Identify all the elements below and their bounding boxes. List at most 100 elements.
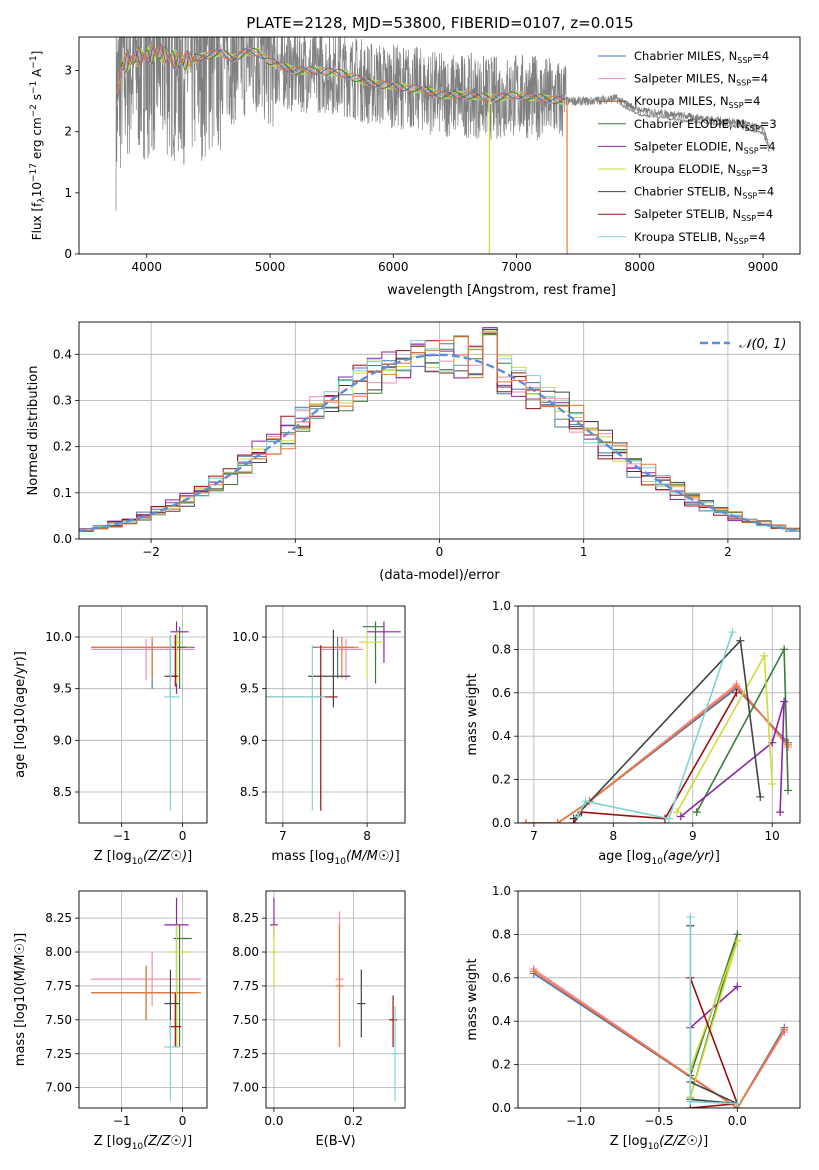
weight-marker — [521, 819, 530, 823]
weight-marker — [733, 1099, 742, 1108]
axes-frame — [265, 890, 406, 1109]
weight-marker — [686, 1097, 695, 1106]
x-tick-label: 8 — [363, 829, 371, 843]
x-tick-label: 0 — [179, 1114, 187, 1128]
histogram-kroupa_miles — [79, 332, 800, 532]
axes-frame — [78, 890, 208, 1109]
y-tick-label: 7.00 — [45, 1081, 72, 1095]
residuals-plot-area — [79, 327, 800, 533]
y-tick-label: 7.50 — [45, 1013, 72, 1027]
y-tick-label: 0.4 — [492, 729, 511, 743]
weight-marker — [732, 688, 741, 697]
legend-label: Chabrier STELIB, NSSP=4 — [634, 185, 774, 201]
legend-label: Salpeter MILES, NSSP=4 — [634, 72, 768, 88]
normal-curve-line — [79, 353, 800, 533]
weight-line-kroupa_stelib — [576, 631, 734, 820]
y-tick-label: 0.0 — [492, 816, 511, 830]
mass_vs_ebv-plot-area — [269, 897, 400, 1102]
mass_vs_Z-plot-area — [91, 897, 201, 1102]
weight-marker — [553, 819, 562, 823]
y-tick-label: 9.0 — [53, 733, 72, 747]
x-tick-label: 0.0 — [728, 1114, 747, 1128]
weight-marker — [780, 645, 789, 654]
legend-label: 𝒩(0, 1) — [739, 337, 786, 352]
legend-label: Kroupa MILES, NSSP=4 — [634, 94, 760, 110]
weight-marker — [736, 636, 745, 645]
weight-marker — [529, 967, 538, 976]
x-tick-label: 7 — [530, 829, 538, 843]
y-tick-label: 9.5 — [240, 682, 259, 696]
x-tick-label: 0 — [179, 829, 187, 843]
y-tick-label: 7.75 — [232, 979, 259, 993]
model-spectrum-chabrier_elodie — [116, 45, 566, 105]
model-spectrum-kroupa_miles — [116, 43, 566, 104]
x-tick-label: 1 — [580, 545, 588, 559]
age_vs_Z-plot-area — [91, 621, 195, 811]
age_vs_mass-plot-area — [266, 621, 401, 811]
y-axis-label: mass weight — [465, 673, 480, 755]
y-tick-label: 10.0 — [45, 630, 72, 644]
weight-marker — [664, 814, 673, 823]
y-axis-label: Flux [fλ10−17 erg cm−2 s−1 A−1] — [29, 51, 47, 241]
weight-marker — [780, 697, 789, 706]
x-tick-label: 6000 — [378, 260, 409, 274]
weight_vs_age-panel: 7 8 9 10 0.0 0.2 0.4 0.6 0.8 1.0 age [log10(age/yr… — [465, 599, 801, 867]
observed-spectrum-error-line — [620, 103, 770, 153]
axes-frame — [517, 605, 801, 824]
y-tick-label: 3 — [64, 64, 72, 78]
weight-marker — [784, 740, 793, 749]
weight-marker — [672, 808, 681, 817]
y-tick-label: 0.4 — [53, 347, 72, 361]
legend-label: Salpeter STELIB, NSSP=4 — [634, 207, 773, 223]
y-tick-label: 0.0 — [53, 532, 72, 546]
axes-frame — [78, 605, 208, 824]
y-tick-label: 0.2 — [53, 440, 72, 454]
x-tick-label: −1 — [113, 829, 131, 843]
x-tick-label: 9000 — [748, 260, 779, 274]
x-axis-label: Z [log10(Z/Z☉)] — [94, 849, 192, 867]
weight-marker — [733, 982, 742, 991]
y-tick-label: 8.5 — [240, 785, 259, 799]
weight-line-kroupa_miles — [533, 970, 785, 1108]
weight-marker — [768, 779, 777, 788]
axes-frame — [265, 605, 406, 824]
weight-marker — [760, 651, 769, 660]
legend-label: Kroupa STELIB, NSSP=4 — [634, 230, 765, 246]
weight-marker — [692, 808, 701, 817]
weight-marker — [569, 819, 578, 823]
x-tick-label: 10 — [765, 829, 780, 843]
x-tick-label: 7 — [279, 829, 287, 843]
x-tick-label: −0.5 — [644, 1114, 673, 1128]
legend-label: Chabrier MILES, NSSP=4 — [634, 49, 769, 65]
y-tick-label: 0.1 — [53, 486, 72, 500]
x-tick-label: 0.2 — [344, 1114, 363, 1128]
weight_vs_Z-plot-area — [529, 913, 789, 1108]
y-axis-label: Normed distribution — [26, 366, 41, 496]
weight-line-kroupa_elodie — [676, 653, 773, 813]
weight_vs_age-plot-area — [521, 628, 793, 823]
x-tick-label: 4000 — [132, 260, 163, 274]
y-tick-label: 0.8 — [492, 642, 511, 656]
weight-line-kroupa_elodie — [689, 940, 739, 1098]
figure-title: PLATE=2128, MJD=53800, FIBERID=0107, z=0… — [246, 14, 633, 32]
weight-marker — [776, 808, 785, 817]
axes-frame — [78, 321, 801, 540]
y-axis-label: age [log10(age/yr)] — [13, 651, 28, 778]
weight-marker — [728, 628, 737, 637]
y-tick-label: 0.0 — [492, 1101, 511, 1115]
mass_vs_Z-panel: −1 0 7.00 7.25 7.50 7.75 8.00 8.25 Z [log10(Z/Z☉… — [13, 890, 208, 1152]
x-tick-label: −1 — [286, 545, 304, 559]
y-axis-label: mass [log10(M/M☉)] — [13, 933, 28, 1066]
axes-frame — [78, 36, 801, 255]
x-tick-label: −1.0 — [566, 1114, 595, 1128]
x-axis-label: E(B-V) — [315, 1134, 355, 1149]
weight-marker — [733, 936, 742, 945]
residuals-panel: −2 −1 0 1 2 0.0 0.1 0.2 0.3 0.4 (data-model)/error… — [26, 321, 801, 583]
y-tick-label: 0.4 — [492, 1014, 511, 1028]
weight-marker — [756, 792, 765, 801]
y-tick-label: 1.0 — [492, 884, 511, 898]
y-tick-label: 7.25 — [45, 1047, 72, 1061]
weight-line-salpeter_stelib — [689, 977, 739, 1108]
y-tick-label: 1 — [64, 186, 72, 200]
y-tick-label: 7.75 — [45, 979, 72, 993]
